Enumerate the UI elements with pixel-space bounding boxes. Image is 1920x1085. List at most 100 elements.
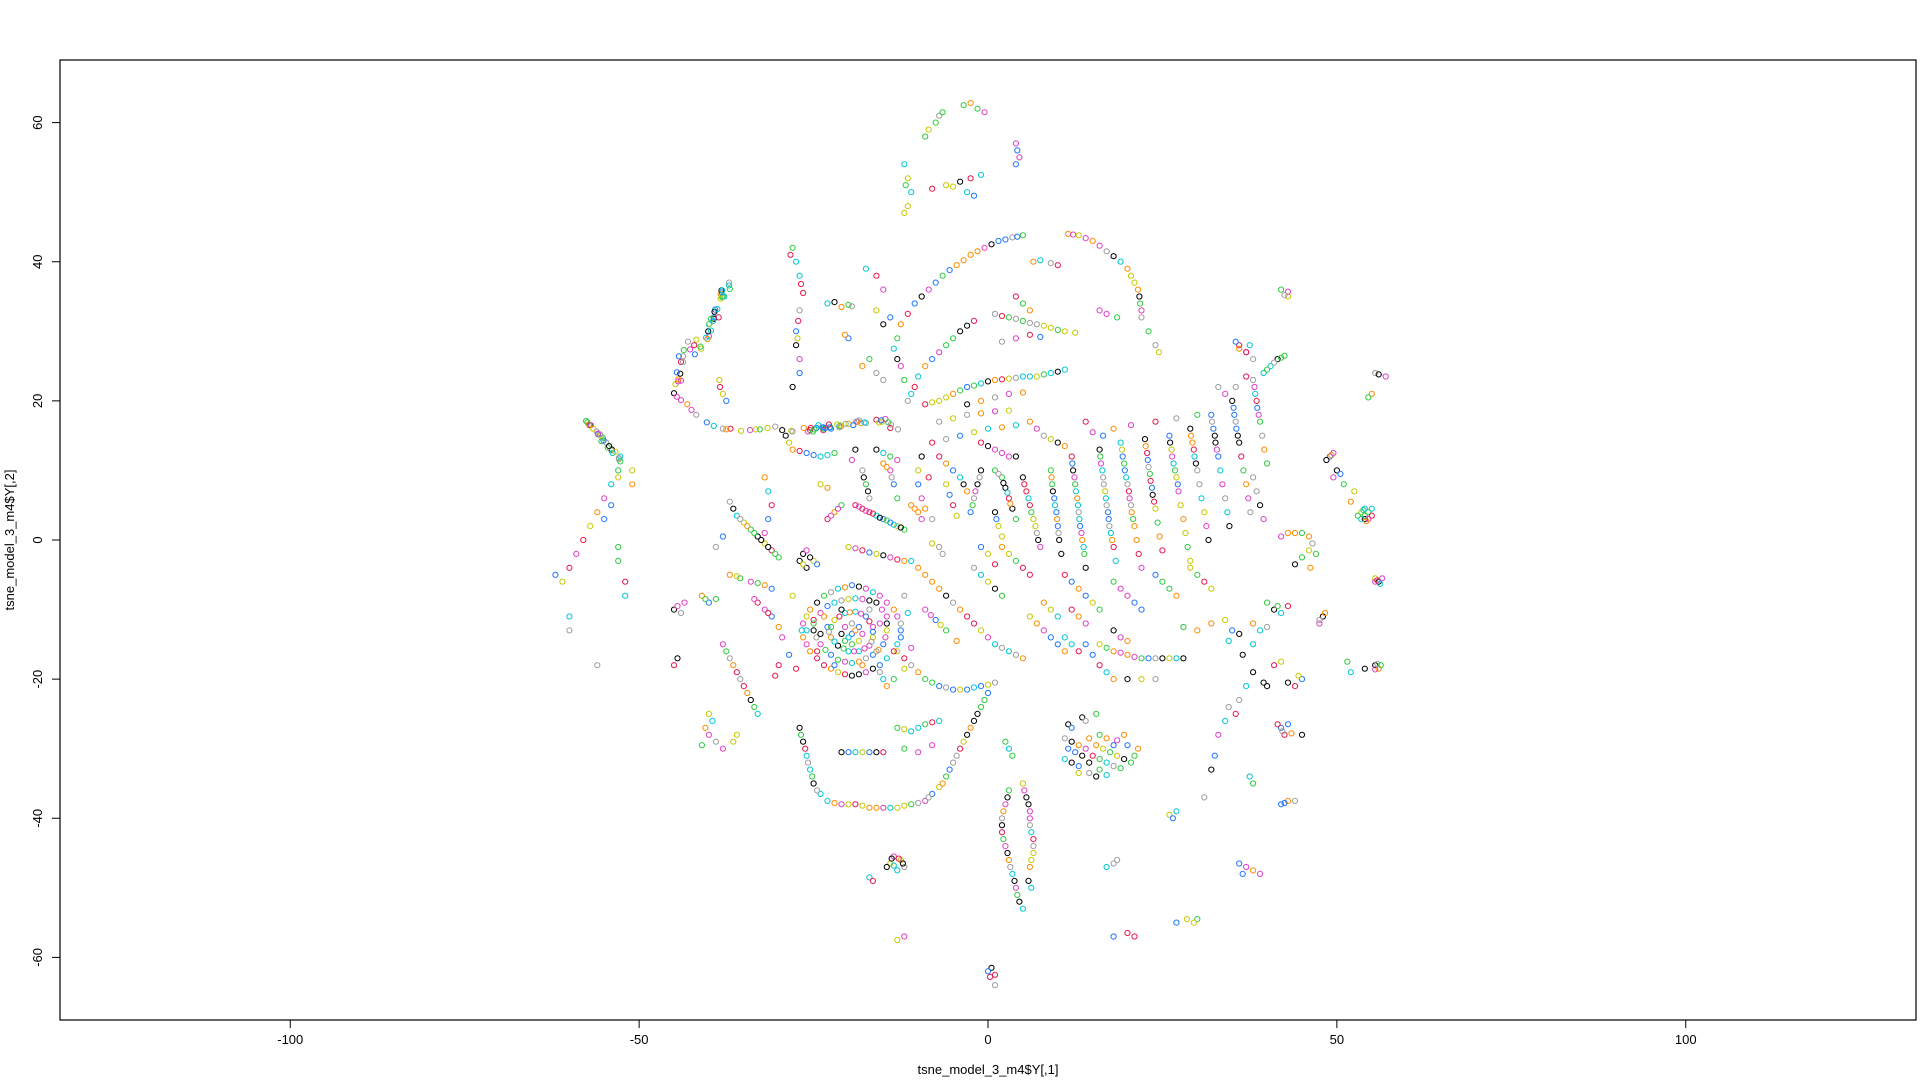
data-point bbox=[800, 620, 807, 627]
data-point bbox=[1103, 248, 1110, 255]
data-point bbox=[1019, 232, 1027, 239]
data-point bbox=[1239, 870, 1246, 878]
data-point bbox=[802, 745, 809, 752]
data-point bbox=[1019, 474, 1027, 481]
data-point bbox=[1124, 592, 1131, 599]
data-point bbox=[972, 488, 979, 495]
data-point bbox=[566, 627, 573, 634]
data-point bbox=[873, 749, 880, 756]
data-point bbox=[1127, 422, 1135, 429]
data-point bbox=[1131, 279, 1138, 286]
data-point bbox=[1321, 609, 1329, 617]
data-point bbox=[1110, 627, 1117, 634]
data-point bbox=[860, 474, 867, 481]
data-point bbox=[984, 689, 992, 697]
data-point bbox=[1121, 467, 1128, 474]
data-point bbox=[1107, 749, 1114, 756]
data-point bbox=[827, 512, 835, 519]
data-point bbox=[1330, 474, 1337, 481]
data-point bbox=[715, 314, 722, 321]
data-point bbox=[1284, 529, 1292, 537]
data-point bbox=[1361, 512, 1368, 519]
data-point bbox=[848, 630, 856, 638]
data-point bbox=[1005, 495, 1013, 502]
data-point bbox=[705, 599, 713, 606]
data-point bbox=[726, 655, 733, 662]
data-point bbox=[888, 855, 895, 862]
data-point bbox=[873, 599, 880, 606]
data-point bbox=[1054, 326, 1061, 333]
data-point bbox=[803, 752, 810, 759]
data-point bbox=[852, 595, 859, 602]
x-tick-label: 0 bbox=[984, 1032, 991, 1047]
data-point bbox=[943, 592, 950, 599]
data-point bbox=[964, 383, 971, 391]
data-point bbox=[888, 474, 895, 481]
data-point bbox=[1019, 780, 1027, 787]
data-point bbox=[862, 655, 870, 662]
data-point bbox=[1134, 286, 1142, 293]
data-point bbox=[1012, 161, 1020, 168]
data-point bbox=[1365, 394, 1372, 401]
x-tick-label: -50 bbox=[630, 1032, 649, 1047]
data-point bbox=[855, 503, 863, 510]
data-point bbox=[1002, 801, 1009, 808]
data-point bbox=[1291, 561, 1299, 568]
data-point bbox=[1047, 369, 1054, 377]
data-point bbox=[733, 669, 740, 676]
data-point bbox=[897, 363, 904, 370]
data-point bbox=[1169, 453, 1176, 460]
data-point bbox=[1065, 745, 1072, 752]
data-point bbox=[1117, 585, 1124, 592]
data-point bbox=[998, 815, 1006, 822]
data-point bbox=[824, 797, 831, 805]
data-point bbox=[841, 671, 849, 678]
data-point bbox=[1194, 571, 1201, 578]
data-point bbox=[629, 481, 636, 488]
data-point bbox=[880, 376, 887, 384]
data-point bbox=[977, 380, 985, 387]
data-point bbox=[894, 724, 901, 731]
data-point bbox=[991, 641, 999, 648]
data-point bbox=[1005, 375, 1013, 382]
data-point bbox=[1077, 523, 1084, 530]
data-point bbox=[1100, 745, 1107, 752]
data-point bbox=[880, 804, 887, 811]
data-point bbox=[953, 637, 960, 645]
data-point bbox=[1243, 349, 1250, 356]
data-point bbox=[1009, 870, 1016, 878]
data-point bbox=[827, 623, 835, 631]
data-point bbox=[800, 550, 807, 558]
data-point bbox=[1305, 547, 1313, 554]
data-point bbox=[719, 390, 727, 397]
data-point bbox=[1100, 474, 1107, 481]
data-point bbox=[904, 175, 911, 182]
data-point bbox=[1047, 436, 1054, 443]
data-point bbox=[1114, 856, 1121, 864]
data-point bbox=[950, 502, 957, 509]
data-point bbox=[845, 634, 852, 641]
data-point bbox=[1145, 655, 1152, 662]
data-point bbox=[943, 684, 950, 691]
x-axis-title: tsne_model_3_m4$Y[,1] bbox=[918, 1062, 1059, 1077]
data-point bbox=[670, 662, 678, 669]
data-point bbox=[1124, 265, 1131, 272]
data-point bbox=[991, 467, 999, 474]
data-point bbox=[1068, 641, 1075, 648]
data-point bbox=[880, 516, 887, 523]
y-axis-title: tsne_model_3_m4$Y[,2] bbox=[2, 470, 17, 611]
data-point bbox=[1069, 460, 1076, 467]
data-point bbox=[960, 102, 967, 109]
data-point bbox=[1295, 672, 1302, 679]
data-point bbox=[1138, 307, 1145, 314]
data-point bbox=[789, 592, 796, 599]
data-point bbox=[1180, 516, 1187, 523]
data-point bbox=[1208, 585, 1215, 592]
data-point bbox=[1061, 571, 1068, 578]
data-point bbox=[1167, 439, 1174, 446]
data-point bbox=[957, 474, 964, 481]
data-point bbox=[922, 676, 929, 683]
data-point bbox=[1169, 815, 1177, 822]
data-point bbox=[855, 583, 863, 590]
data-point bbox=[1230, 404, 1237, 411]
